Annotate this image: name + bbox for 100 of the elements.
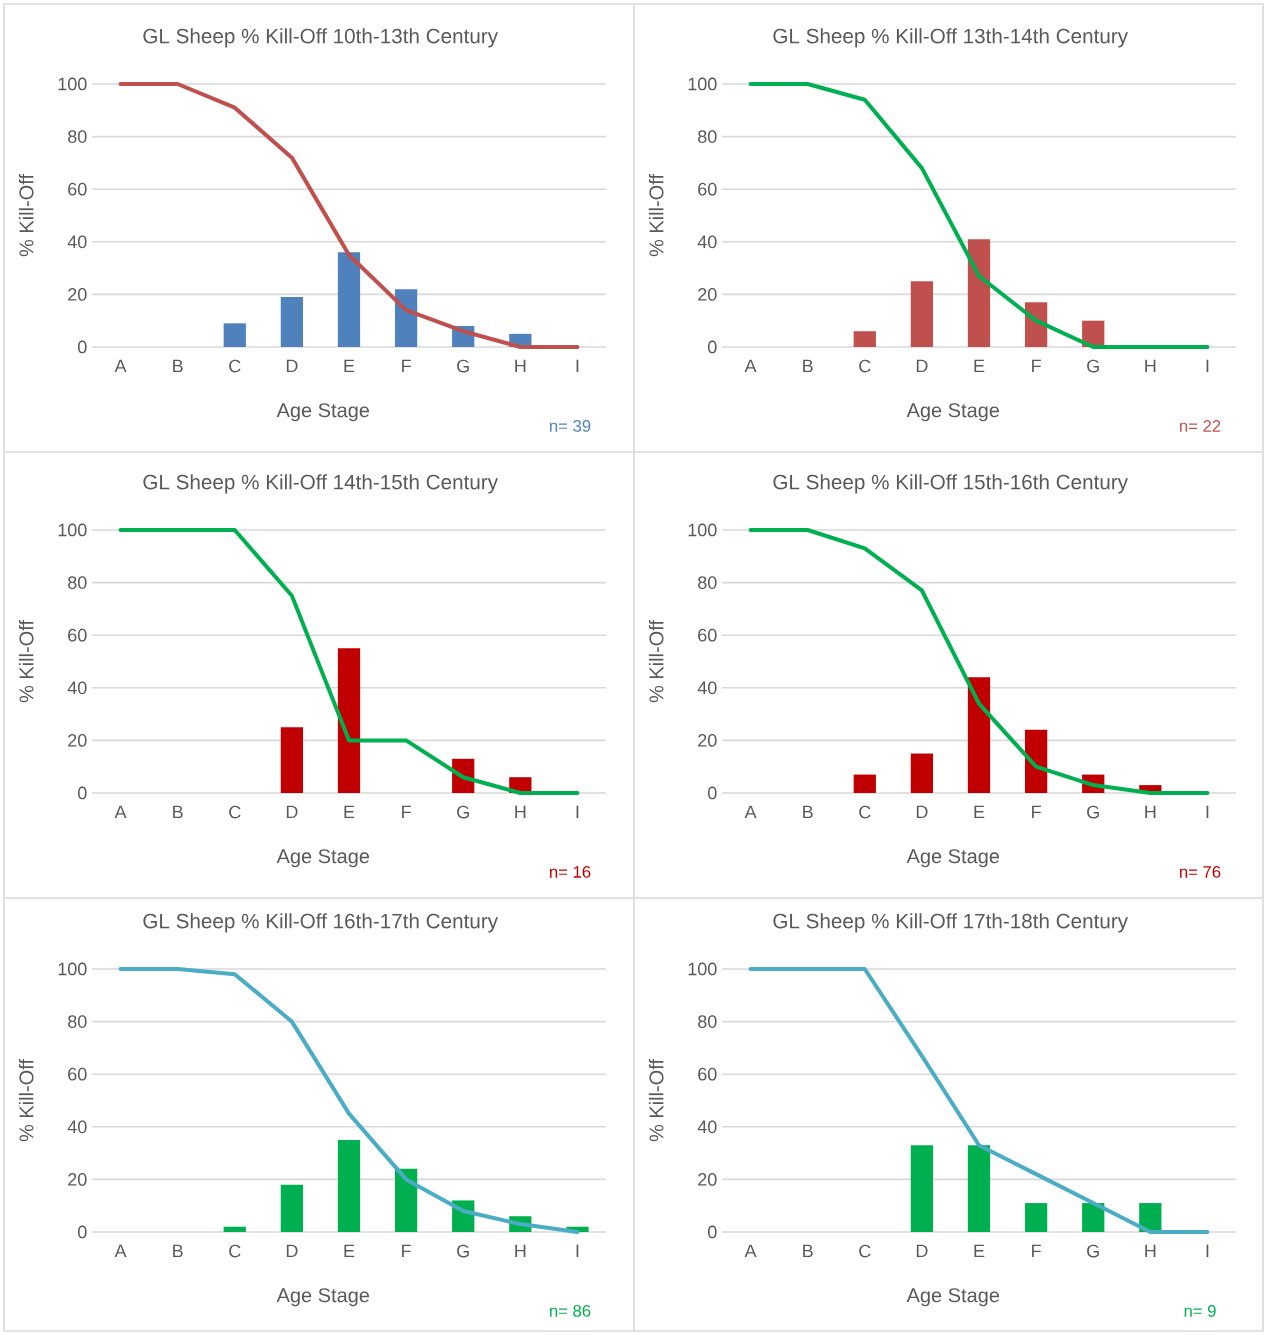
x-tick-label: B: [803, 359, 813, 373]
chart-title: GL Sheep % Kill-Off 10th-13th Century: [143, 28, 498, 48]
bar: [967, 677, 991, 793]
y-tick-label: 80: [68, 130, 87, 143]
x-tick-label: I: [1206, 1244, 1209, 1258]
y-tick-label: 0: [707, 786, 717, 800]
y-tick-label: 40: [67, 1120, 87, 1134]
text: n= 76: [1180, 866, 1221, 878]
x-tick-label: D: [286, 805, 298, 819]
y-tick-label: 40: [67, 235, 87, 249]
x-tick-label: F: [1032, 359, 1041, 373]
bar: [967, 239, 991, 347]
y-tick-label: 20: [698, 1173, 717, 1186]
x-tick-label: I: [1206, 359, 1209, 373]
x-tick-label: C: [859, 359, 871, 373]
bar: [394, 289, 418, 347]
bar: [910, 753, 934, 793]
x-tick-label: G: [1087, 805, 1099, 819]
bar: [853, 331, 876, 347]
x-tick-label: A: [744, 805, 757, 819]
x-tick-label: E: [344, 359, 355, 373]
x-tick-label: H: [515, 359, 526, 373]
bar: [337, 252, 361, 347]
y-tick-label: 60: [68, 1067, 87, 1081]
x-tick-label: A: [744, 1244, 757, 1258]
y-tick-label: 40: [697, 1120, 717, 1134]
bar: [853, 774, 876, 793]
y-tick-label: 80: [698, 130, 717, 143]
y-tick-label: 0: [77, 340, 87, 354]
x-tick-label: C: [229, 359, 241, 373]
x-axis-title: Age Stage: [906, 849, 1000, 868]
y-tick-label: 100: [688, 962, 717, 976]
x-tick-label: I: [576, 1244, 579, 1258]
x-tick-label: A: [114, 1244, 127, 1258]
y-tick-label: 20: [68, 734, 87, 747]
x-tick-label: F: [1032, 1244, 1041, 1258]
x-tick-label: F: [402, 359, 411, 373]
chart-title: GL Sheep % Kill-Off 17th-18th Century: [773, 913, 1128, 933]
x-tick-label: C: [859, 1244, 871, 1258]
y-tick-label: 20: [698, 734, 717, 747]
y-tick-label: 80: [698, 1015, 717, 1028]
y-tick-label: 0: [77, 786, 87, 800]
line-series: [748, 527, 1210, 795]
y-tick-label: 0: [707, 1225, 717, 1239]
x-tick-label: D: [916, 1244, 928, 1258]
chart-title: GL Sheep % Kill-Off 13th-14th Century: [773, 28, 1128, 48]
line-series: [118, 81, 580, 349]
bar: [223, 323, 246, 347]
x-tick-label: B: [173, 359, 183, 373]
y-tick-label: 80: [68, 1015, 87, 1028]
y-axis-title: % Kill-Off: [18, 619, 34, 703]
x-tick-label: I: [1206, 805, 1209, 819]
y-tick-label: 80: [68, 576, 87, 589]
line-series: [118, 967, 580, 1234]
x-axis-title: Age Stage: [906, 1288, 1000, 1307]
x-tick-label: G: [457, 1244, 469, 1258]
y-axis-title: % Kill-Off: [648, 619, 664, 703]
x-tick-label: D: [286, 359, 298, 373]
x-axis-title: Age Stage: [276, 849, 370, 868]
x-tick-label: I: [576, 805, 579, 819]
x-tick-label: C: [229, 805, 241, 819]
chart-title: GL Sheep % Kill-Off 14th-15th Century: [143, 474, 498, 494]
x-tick-label: H: [515, 1244, 526, 1258]
x-tick-label: A: [114, 359, 127, 373]
y-tick-label: 40: [697, 235, 717, 249]
x-tick-label: G: [1087, 359, 1099, 373]
y-tick-label: 60: [698, 1067, 717, 1081]
y-tick-label: 100: [688, 523, 717, 537]
y-tick-label: 20: [68, 1173, 87, 1186]
y-tick-label: 60: [68, 182, 87, 196]
y-tick-label: 40: [67, 681, 87, 695]
x-tick-label: B: [173, 1244, 183, 1258]
text: n= 22: [1180, 420, 1221, 432]
x-tick-label: F: [1032, 805, 1041, 819]
y-axis-title: % Kill-Off: [648, 173, 664, 257]
x-tick-label: G: [457, 359, 469, 373]
y-tick-label: 100: [688, 77, 717, 91]
bar: [280, 297, 304, 347]
x-tick-label: H: [1145, 1244, 1156, 1258]
text: n= 9: [1184, 1305, 1216, 1317]
y-axis-title: % Kill-Off: [18, 173, 34, 257]
y-tick-label: 60: [698, 628, 717, 642]
text: n= 39: [550, 420, 591, 432]
x-tick-label: G: [1087, 1244, 1099, 1258]
bar: [223, 1226, 246, 1232]
x-tick-label: B: [173, 805, 183, 819]
text: n= 86: [550, 1305, 591, 1317]
x-tick-label: B: [803, 805, 813, 819]
y-tick-label: 0: [77, 1225, 87, 1239]
x-tick-label: A: [744, 359, 757, 373]
y-tick-label: 20: [698, 288, 717, 301]
x-tick-label: E: [344, 1244, 355, 1258]
x-tick-label: B: [803, 1244, 813, 1258]
x-tick-label: D: [916, 805, 928, 819]
bar: [337, 648, 361, 793]
x-tick-label: H: [1145, 359, 1156, 373]
bar: [337, 1139, 361, 1232]
x-tick-label: E: [344, 805, 355, 819]
chart-title: GL Sheep % Kill-Off 16th-17th Century: [143, 913, 498, 933]
y-tick-label: 80: [698, 576, 717, 589]
